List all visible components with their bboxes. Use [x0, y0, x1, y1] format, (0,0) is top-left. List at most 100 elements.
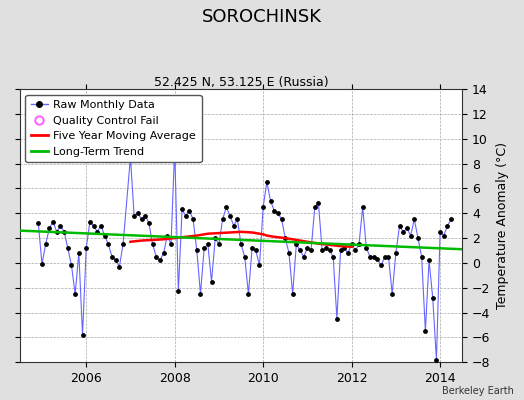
Point [380, 254, 389, 260]
Title: 52.425 N, 53.125 E (Russia): 52.425 N, 53.125 E (Russia) [154, 76, 329, 89]
Point [112, 257, 120, 264]
Point [49, 219, 57, 225]
Point [414, 235, 422, 241]
Text: SOROCHINSK: SOROCHINSK [202, 8, 322, 26]
Point [429, 294, 437, 301]
Point [289, 291, 297, 297]
Point [336, 247, 345, 254]
Point [86, 219, 94, 225]
Point [318, 247, 326, 254]
Point [285, 250, 293, 256]
Point [163, 232, 171, 239]
Point [395, 222, 403, 229]
Point [152, 254, 160, 260]
Point [156, 257, 164, 264]
Point [215, 241, 223, 248]
Point [230, 222, 238, 229]
Point [277, 216, 286, 223]
Point [74, 250, 83, 256]
Point [159, 250, 168, 256]
Point [134, 210, 142, 216]
Point [373, 256, 381, 262]
Point [141, 212, 149, 219]
Point [126, 154, 135, 160]
Point [418, 254, 426, 260]
Point [329, 254, 337, 260]
Text: Berkeley Earth: Berkeley Earth [442, 386, 514, 396]
Point [322, 245, 330, 251]
Point [145, 220, 153, 226]
Point [432, 356, 441, 363]
Point [399, 229, 408, 235]
Point [407, 232, 415, 239]
Point [200, 245, 209, 251]
Point [270, 208, 278, 214]
Point [300, 254, 308, 260]
Point [358, 204, 367, 210]
Point [82, 245, 91, 251]
Point [377, 262, 385, 268]
Point [303, 245, 312, 251]
Point [104, 241, 113, 248]
Point [351, 247, 359, 254]
Point [281, 235, 289, 241]
Point [63, 245, 72, 251]
Point [355, 241, 363, 248]
Point [196, 291, 205, 297]
Point [38, 261, 46, 267]
Point [391, 250, 400, 256]
Point [347, 241, 356, 248]
Point [115, 264, 124, 270]
Point [211, 235, 220, 241]
Point [108, 254, 116, 260]
Point [237, 241, 245, 248]
Point [241, 254, 249, 260]
Point [314, 200, 323, 206]
Point [56, 222, 64, 229]
Point [311, 204, 319, 210]
Point [447, 216, 455, 223]
Point [170, 146, 179, 152]
Point [388, 291, 396, 297]
Point [101, 232, 109, 239]
Point [148, 241, 157, 248]
Point [325, 247, 334, 254]
Point [90, 222, 98, 229]
Point [167, 241, 175, 248]
Point [421, 328, 430, 334]
Point [193, 247, 201, 254]
Point [41, 241, 50, 248]
Point [366, 254, 374, 260]
Point [244, 291, 253, 297]
Point [60, 229, 68, 235]
Point [119, 241, 127, 248]
Point [403, 225, 411, 231]
Point [45, 225, 53, 231]
Point [204, 241, 212, 248]
Point [443, 222, 452, 229]
Point [189, 216, 198, 223]
Point [255, 262, 264, 268]
Point [252, 247, 260, 254]
Point [266, 198, 275, 204]
Point [259, 204, 267, 210]
Point [219, 216, 227, 223]
Point [436, 229, 444, 235]
Point [185, 208, 193, 214]
Point [71, 291, 79, 297]
Point [52, 229, 61, 235]
Legend: Raw Monthly Data, Quality Control Fail, Five Year Moving Average, Long-Term Tren: Raw Monthly Data, Quality Control Fail, … [26, 94, 202, 162]
Point [67, 262, 75, 268]
Point [344, 250, 352, 256]
Point [79, 332, 87, 338]
Point [410, 216, 419, 223]
Point [97, 222, 105, 229]
Point [296, 247, 304, 254]
Point [137, 216, 146, 223]
Point [263, 179, 271, 185]
Point [440, 232, 448, 239]
Point [274, 210, 282, 216]
Point [181, 212, 190, 219]
Point [226, 212, 234, 219]
Point [340, 245, 348, 251]
